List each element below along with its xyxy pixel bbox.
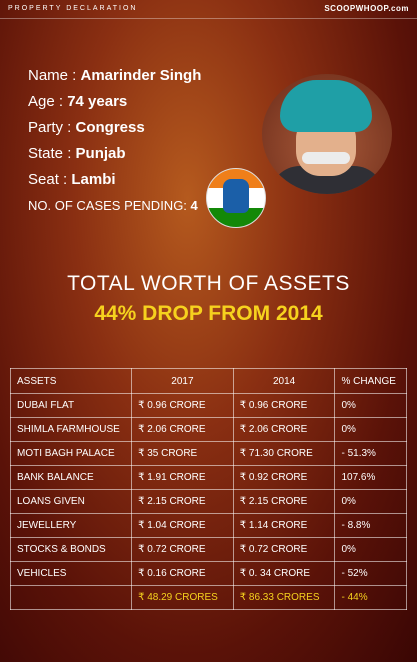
profile-name-row: Name : Amarinder Singh bbox=[28, 67, 202, 84]
table-cell: ₹ 0.72 CRORE bbox=[232, 537, 336, 562]
table-cell: 0% bbox=[334, 393, 407, 418]
profile-age: 74 years bbox=[67, 93, 128, 110]
table-cell: LOANS GIVEN bbox=[9, 489, 133, 514]
table-cell: 107.6% bbox=[334, 465, 407, 490]
table-row: MOTI BAGH PALACE ₹ 35 CRORE ₹ 71.30 CROR… bbox=[9, 441, 407, 466]
profile-cases: 4 bbox=[190, 198, 198, 213]
profile-party-row: Party : Congress bbox=[28, 119, 145, 136]
table-cell: ₹ 1.91 CRORE bbox=[131, 465, 234, 490]
table-cell: 0% bbox=[334, 537, 407, 562]
table-cell: ₹ 2.15 CRORE bbox=[232, 489, 336, 514]
profile-seat: Lambi bbox=[71, 171, 116, 188]
table-cell: ₹ 2.06 CRORE bbox=[232, 417, 336, 442]
table-cell: BANK BALANCE bbox=[9, 465, 133, 490]
table-row: SHIMLA FARMHOUSE ₹ 2.06 CRORE ₹ 2.06 CRO… bbox=[9, 417, 407, 442]
congress-hand-logo-icon bbox=[206, 168, 266, 228]
profile-state-row: State : Punjab bbox=[28, 145, 126, 162]
table-total-row: ₹ 48.29 CRORES ₹ 86.33 CRORES - 44% bbox=[9, 585, 407, 610]
table-row: DUBAI FLAT ₹ 0.96 CRORE ₹ 0.96 CRORE 0% bbox=[9, 393, 407, 418]
table-cell bbox=[9, 585, 133, 610]
profile-details: Name : Amarinder Singh Age : 74 years Pa… bbox=[28, 64, 201, 220]
table-cell: ₹ 0.96 CRORE bbox=[131, 393, 234, 418]
table-cell: JEWELLERY bbox=[9, 513, 133, 538]
assets-table: ASSETS 2017 2014 % CHANGE DUBAI FLAT ₹ 0… bbox=[9, 368, 407, 610]
profile-seat-row: Seat : Lambi bbox=[28, 171, 116, 188]
table-cell: ₹ 35 CRORE bbox=[131, 441, 234, 466]
table-row: STOCKS & BONDS ₹ 0.72 CRORE ₹ 0.72 CRORE… bbox=[9, 537, 407, 562]
table-cell: ₹ 86.33 CRORES bbox=[232, 585, 336, 610]
table-header: 2017 bbox=[131, 368, 234, 394]
table-header: 2014 bbox=[232, 368, 336, 394]
table-cell: DUBAI FLAT bbox=[9, 393, 133, 418]
table-cell: ₹ 71.30 CRORE bbox=[232, 441, 336, 466]
table-row: LOANS GIVEN ₹ 2.15 CRORE ₹ 2.15 CRORE 0% bbox=[9, 489, 407, 514]
profile-state: Punjab bbox=[75, 145, 126, 162]
section-label: PROPERTY DECLARATION bbox=[8, 5, 138, 12]
table-cell: MOTI BAGH PALACE bbox=[9, 441, 133, 466]
table-row: JEWELLERY ₹ 1.04 CRORE ₹ 1.14 CRORE - 8.… bbox=[9, 513, 407, 538]
assets-subtitle: 44% DROP FROM 2014 bbox=[94, 302, 323, 325]
table-row: BANK BALANCE ₹ 1.91 CRORE ₹ 0.92 CRORE 1… bbox=[9, 465, 407, 490]
table-cell: - 52% bbox=[334, 561, 407, 586]
table-cell: VEHICLES bbox=[9, 561, 133, 586]
table-cell: 0% bbox=[334, 417, 407, 442]
top-bar: PROPERTY DECLARATION SCOOPWHOOP.com bbox=[0, 0, 417, 19]
profile-party: Congress bbox=[75, 119, 145, 136]
table-cell: ₹ 0.16 CRORE bbox=[131, 561, 234, 586]
table-cell: ₹ 0.92 CRORE bbox=[232, 465, 336, 490]
table-cell: ₹ 2.06 CRORE bbox=[131, 417, 234, 442]
table-cell: ₹ 0. 34 CRORE bbox=[232, 561, 336, 586]
profile-name: Amarinder Singh bbox=[80, 67, 202, 84]
table-cell: 0% bbox=[334, 489, 407, 514]
table-cell: ₹ 1.14 CRORE bbox=[232, 513, 336, 538]
assets-title: TOTAL WORTH OF ASSETS bbox=[67, 272, 350, 295]
table-cell: - 51.3% bbox=[334, 441, 407, 466]
table-cell: - 8.8% bbox=[334, 513, 407, 538]
table-header-row: ASSETS 2017 2014 % CHANGE bbox=[9, 368, 407, 394]
table-header: % CHANGE bbox=[334, 368, 407, 394]
table-cell: ₹ 0.96 CRORE bbox=[232, 393, 336, 418]
politician-portrait-icon bbox=[262, 74, 392, 194]
brand-logo-text: SCOOPWHOOP.com bbox=[324, 4, 409, 13]
table-cell: STOCKS & BONDS bbox=[9, 537, 133, 562]
table-header: ASSETS bbox=[9, 368, 133, 394]
table-cell: - 44% bbox=[334, 585, 407, 610]
table-cell: ₹ 2.15 CRORE bbox=[131, 489, 234, 514]
table-cell: ₹ 0.72 CRORE bbox=[131, 537, 234, 562]
profile-age-row: Age : 74 years bbox=[28, 93, 128, 110]
table-cell: SHIMLA FARMHOUSE bbox=[9, 417, 133, 442]
table-cell: ₹ 1.04 CRORE bbox=[131, 513, 234, 538]
table-cell: ₹ 48.29 CRORES bbox=[131, 585, 234, 610]
profile-cases-row: NO. OF CASES PENDING: 4 bbox=[28, 198, 198, 213]
table-row: VEHICLES ₹ 0.16 CRORE ₹ 0. 34 CRORE - 52… bbox=[9, 561, 407, 586]
